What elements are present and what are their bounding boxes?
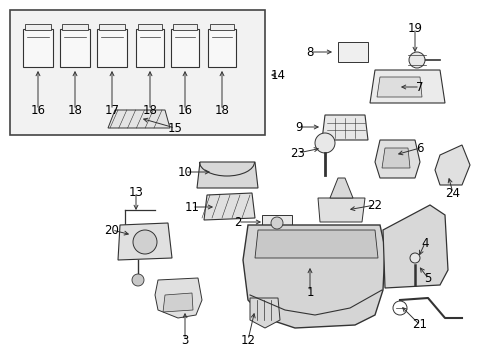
Circle shape bbox=[270, 217, 283, 229]
Text: 5: 5 bbox=[424, 271, 431, 284]
Bar bbox=[10, 10, 264, 135]
Polygon shape bbox=[243, 225, 384, 328]
Polygon shape bbox=[249, 298, 280, 328]
Circle shape bbox=[133, 230, 157, 254]
Text: 6: 6 bbox=[415, 141, 423, 154]
Text: 15: 15 bbox=[167, 122, 182, 135]
Text: 13: 13 bbox=[128, 185, 143, 198]
Text: 3: 3 bbox=[181, 333, 188, 346]
Bar bbox=[207, 29, 236, 67]
Text: 12: 12 bbox=[240, 333, 255, 346]
Polygon shape bbox=[197, 162, 258, 188]
Circle shape bbox=[408, 52, 424, 68]
Text: 21: 21 bbox=[412, 319, 427, 332]
Circle shape bbox=[409, 253, 419, 263]
Polygon shape bbox=[329, 178, 352, 198]
Polygon shape bbox=[262, 215, 291, 232]
Bar bbox=[138, 24, 162, 30]
Polygon shape bbox=[434, 145, 469, 185]
Polygon shape bbox=[108, 110, 170, 128]
Bar bbox=[173, 24, 197, 30]
Bar bbox=[136, 29, 163, 67]
Polygon shape bbox=[381, 148, 409, 168]
Polygon shape bbox=[382, 205, 447, 288]
Text: 18: 18 bbox=[67, 104, 82, 117]
Text: 24: 24 bbox=[445, 186, 460, 199]
Polygon shape bbox=[321, 115, 367, 140]
Text: 10: 10 bbox=[177, 166, 192, 179]
Bar bbox=[171, 29, 199, 67]
Polygon shape bbox=[376, 77, 421, 97]
Bar bbox=[23, 29, 53, 67]
Polygon shape bbox=[118, 223, 172, 260]
Text: 18: 18 bbox=[142, 104, 157, 117]
Polygon shape bbox=[374, 140, 419, 178]
Polygon shape bbox=[163, 293, 193, 312]
Circle shape bbox=[132, 274, 143, 286]
Bar bbox=[60, 29, 90, 67]
Circle shape bbox=[314, 133, 334, 153]
Text: 18: 18 bbox=[214, 104, 229, 117]
Polygon shape bbox=[369, 70, 444, 103]
Polygon shape bbox=[254, 230, 377, 258]
Polygon shape bbox=[203, 193, 254, 220]
Bar bbox=[209, 24, 234, 30]
Bar bbox=[25, 24, 51, 30]
Text: 11: 11 bbox=[184, 201, 199, 213]
Text: 8: 8 bbox=[305, 45, 313, 59]
Text: 20: 20 bbox=[104, 224, 119, 237]
Text: 7: 7 bbox=[415, 81, 423, 94]
Text: 16: 16 bbox=[177, 104, 192, 117]
Text: 19: 19 bbox=[407, 22, 422, 35]
Bar bbox=[99, 24, 125, 30]
Polygon shape bbox=[317, 198, 364, 222]
Text: 2: 2 bbox=[234, 216, 241, 229]
Text: 17: 17 bbox=[104, 104, 119, 117]
Text: 14: 14 bbox=[270, 68, 285, 81]
Text: 9: 9 bbox=[295, 121, 302, 134]
Text: 22: 22 bbox=[367, 198, 382, 212]
Bar bbox=[97, 29, 127, 67]
Text: 4: 4 bbox=[420, 237, 428, 249]
Text: 16: 16 bbox=[30, 104, 45, 117]
Polygon shape bbox=[155, 278, 202, 318]
Text: 1: 1 bbox=[305, 285, 313, 298]
Bar bbox=[62, 24, 88, 30]
Polygon shape bbox=[337, 42, 367, 62]
Text: 23: 23 bbox=[290, 147, 305, 159]
